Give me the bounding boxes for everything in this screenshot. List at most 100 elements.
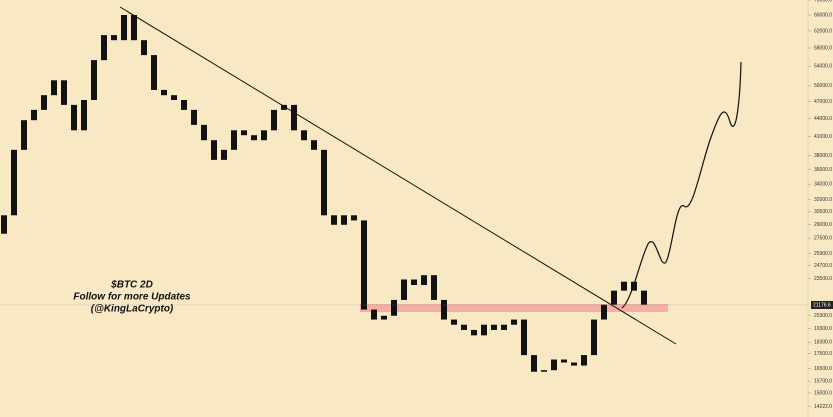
y-tick-label: 27500.0 (814, 236, 832, 242)
candle-body (291, 104, 297, 131)
y-tick-label: 41000.0 (814, 134, 832, 140)
y-tick-label: 44000.0 (814, 116, 832, 122)
y-tick-label: 25900.0 (814, 251, 832, 257)
annotation: $BTC 2D (110, 280, 153, 291)
trend-line (119, 6, 677, 345)
candle-body (631, 281, 637, 291)
candle-body (121, 15, 127, 41)
candle-body (421, 275, 427, 286)
annotation: (@KingLaCrypto) (91, 304, 174, 315)
candle-body (411, 279, 417, 286)
y-tick-label: 24700.0 (814, 263, 832, 269)
candle-body (461, 324, 467, 330)
candle-body (271, 109, 277, 131)
projection-path (621, 61, 742, 309)
y-tick-label: 47000.0 (814, 99, 832, 105)
candle-body (11, 149, 17, 216)
candle-body (311, 140, 317, 150)
candle-body (491, 324, 497, 330)
candle-body (281, 104, 287, 110)
y-tick-label: 32000.0 (814, 197, 832, 203)
candle-body (21, 120, 27, 150)
candle-body (591, 319, 597, 356)
candle-body (241, 130, 247, 136)
y-tick-label: 14222.0 (814, 404, 832, 410)
candle-body (611, 290, 617, 305)
candle-body (71, 104, 77, 131)
candle-body (541, 370, 547, 372)
candle-body (391, 299, 397, 316)
candle-body (351, 215, 357, 221)
y-tick-label: 66000.0 (814, 12, 832, 18)
candle-body (211, 140, 217, 160)
candle-body (371, 309, 377, 320)
y-tick-label: 50000.0 (814, 83, 832, 89)
candle-body (401, 279, 407, 300)
candle-body (101, 35, 107, 61)
candle-body (171, 95, 177, 100)
candle-body (551, 359, 557, 371)
candle-body (511, 319, 517, 325)
price-label-bg (811, 300, 833, 309)
candle-body (381, 315, 387, 320)
candle-body (431, 275, 437, 300)
candle-body (31, 109, 37, 121)
candle-body (521, 319, 527, 356)
y-tick-label: 62000.0 (814, 28, 832, 34)
candle-body (111, 35, 117, 41)
y-tick-label: 38000.0 (814, 153, 832, 159)
candle-body (41, 95, 47, 110)
candles (1, 15, 647, 372)
candle-body (81, 99, 87, 131)
candle-body (251, 135, 257, 141)
candle-body (141, 40, 147, 56)
y-tick-label: 34000.0 (814, 182, 832, 188)
candle-body (601, 304, 607, 320)
candle-body (321, 149, 327, 216)
candle-body (61, 80, 67, 105)
candle-body (201, 124, 207, 141)
candle-body (581, 355, 587, 366)
candle-body (561, 359, 567, 363)
candle-body (231, 130, 237, 150)
candle-body (51, 80, 57, 96)
candle-body (161, 89, 167, 96)
y-tick-label: 23500.0 (814, 276, 832, 282)
annotation: Follow for more Updates (73, 292, 191, 303)
candle-body (471, 329, 477, 336)
candle-body (571, 362, 577, 366)
support-zone (360, 304, 668, 312)
candle-body (261, 130, 267, 141)
candle-body (621, 281, 627, 291)
y-tick-label: 16500.0 (814, 366, 832, 372)
candle-body (531, 355, 537, 372)
y-tick-label: 15700.0 (814, 379, 832, 385)
candle-body (331, 215, 337, 225)
candle-body (191, 109, 197, 125)
candle-body (501, 324, 507, 330)
candle-body (301, 130, 307, 141)
y-tick-label: 29000.0 (814, 222, 832, 228)
current-price-label: 21176.6 (813, 302, 831, 308)
y-tick-label: 70000.0 (814, 0, 832, 3)
candle-body (441, 299, 447, 320)
candle-body (1, 215, 7, 234)
y-tick-label: 17500.0 (814, 351, 832, 357)
candle-body (341, 215, 347, 225)
y-tick-label: 18300.0 (814, 340, 832, 346)
y-tick-label: 36000.0 (814, 167, 832, 173)
candle-body (181, 99, 187, 110)
candle-body (221, 149, 227, 160)
y-tick-label: 20300.0 (814, 313, 832, 319)
candle-body (361, 220, 367, 310)
y-tick-label: 15000.0 (814, 390, 832, 396)
candle-body (481, 324, 487, 336)
y-tick-label: 54000.0 (814, 64, 832, 70)
candle-body (91, 60, 97, 100)
candle-body (131, 15, 137, 41)
candle-body (451, 319, 457, 325)
y-tick-label: 58000.0 (814, 45, 832, 51)
